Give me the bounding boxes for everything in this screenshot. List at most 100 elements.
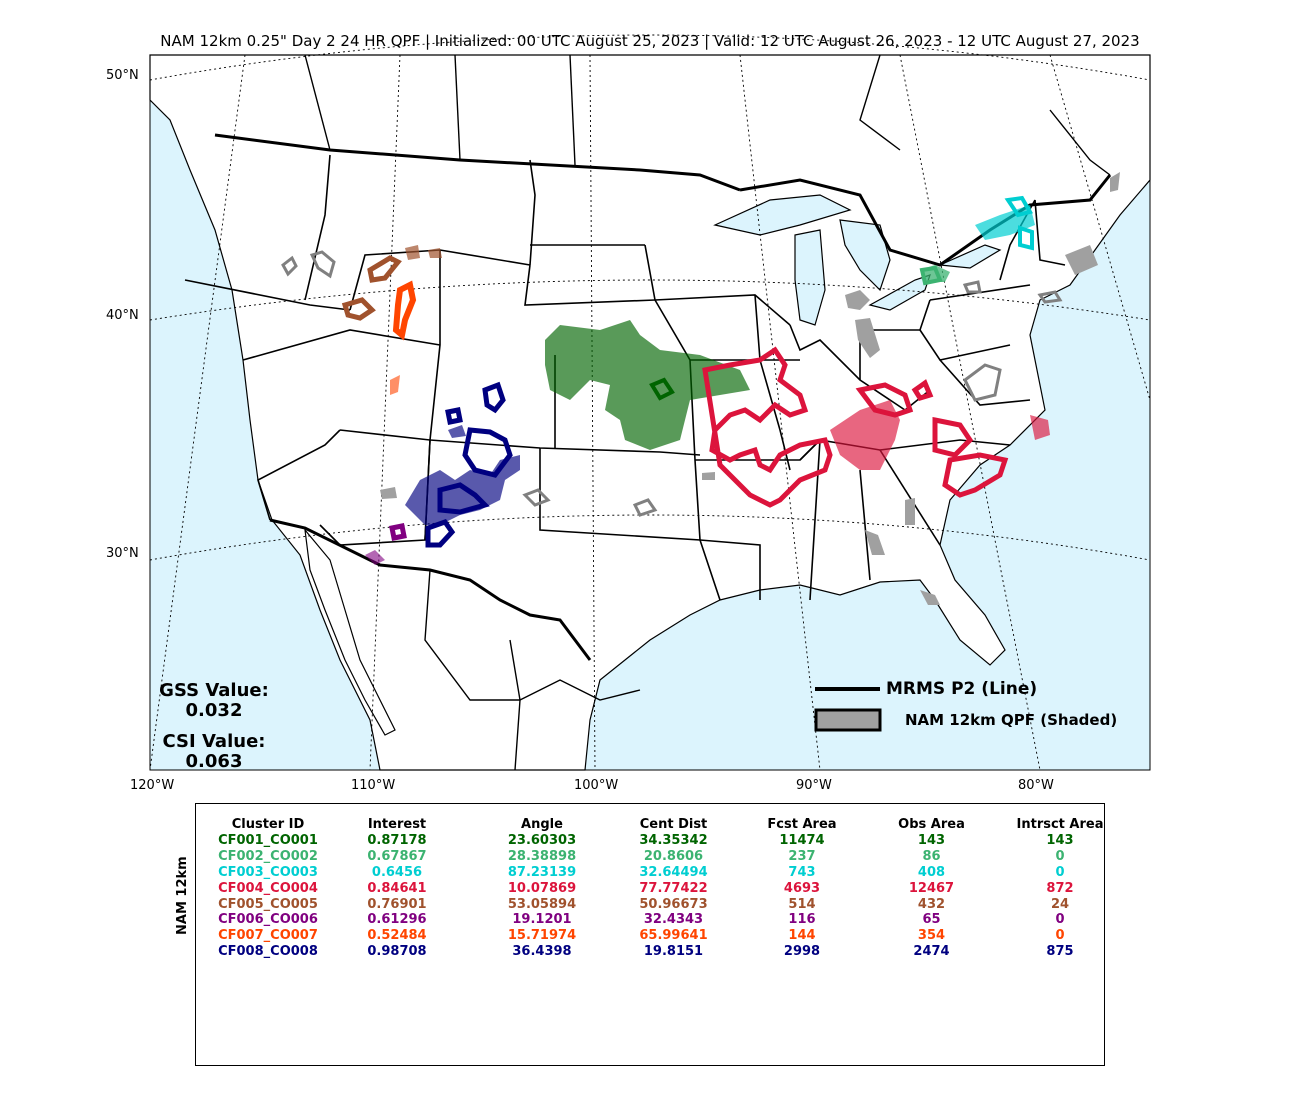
cell-fcst-area: 743: [788, 864, 816, 880]
legend-symbols: [814, 687, 882, 732]
csi-value: 0.063: [185, 751, 243, 772]
cell-interest: 0.87178: [367, 833, 427, 849]
fcst-cf005a: [405, 245, 420, 260]
fcst-cf004b: [1030, 415, 1050, 440]
observed-objects: [341, 195, 1034, 548]
cell-obs-area: 65: [922, 912, 941, 928]
table-row: CF003_CO003 0.6456 87.23139 32.64494 743 408 0: [210, 865, 1130, 881]
cell-angle: 36.4398: [512, 943, 572, 959]
forecast-objects: [365, 205, 1050, 565]
lon-label-100: 100°W: [574, 778, 619, 793]
cell-obs-area: 408: [917, 864, 946, 880]
table-row: CF001_CO001 0.87178 23.60303 34.35342 11474 1…: [210, 833, 1130, 849]
header-angle: Angle: [521, 816, 563, 832]
cell-cent-dist: 34.35342: [639, 833, 708, 849]
cell-interest: 0.67867: [367, 849, 427, 865]
fcst-cf004a: [830, 400, 900, 470]
cluster-stats-table: Cluster ID Interest Angle Cent Dist Fcst…: [210, 815, 1130, 959]
province-borders: [304, 54, 1111, 771]
cell-obs-area: 12467: [908, 880, 955, 896]
fcst-cf008b: [448, 425, 466, 438]
cell-obs-area: 354: [917, 928, 946, 944]
gss-label: GSS Value:: [159, 680, 269, 701]
cell-interest: 0.52484: [367, 928, 427, 944]
national-borders: [214, 133, 1112, 661]
cell-fcst-area: 11474: [779, 833, 825, 849]
great-lakes: [713, 194, 1002, 326]
cell-cent-dist: 77.77422: [639, 880, 708, 896]
cell-interest: 0.61296: [367, 912, 427, 928]
lon-label-110: 110°W: [351, 778, 396, 793]
gss-value: 0.032: [185, 700, 243, 721]
cell-cluster-id: CF001_CO001: [218, 833, 318, 849]
table-row: CF004_CO004 0.84641 10.07869 77.77422 4693 12…: [210, 880, 1130, 896]
cell-intrsct-area: 0: [1055, 912, 1065, 928]
cell-cent-dist: 32.4343: [643, 912, 704, 928]
cell-angle: 28.38898: [507, 849, 577, 865]
map-title: NAM 12km 0.25" Day 2 24 HR QPF | Initial…: [160, 32, 1140, 50]
header-interest: Interest: [367, 816, 427, 832]
cell-cluster-id: CF008_CO008: [218, 943, 318, 959]
table-row: CF008_CO008 0.98708 36.4398 19.8151 2998 2474…: [210, 944, 1130, 960]
cell-fcst-area: 514: [788, 896, 816, 912]
cell-obs-area: 143: [917, 833, 946, 849]
header-cent-dist: Cent Dist: [639, 816, 708, 832]
table-row: CF005_CO005 0.76901 53.05894 50.96673 514 432…: [210, 896, 1130, 912]
cell-intrsct-area: 872: [1046, 880, 1074, 896]
cell-cluster-id: CF003_CO003: [218, 864, 318, 880]
cell-fcst-area: 237: [788, 849, 816, 865]
lat-label-40: 40°N: [106, 308, 139, 323]
csi-label: CSI Value:: [162, 731, 266, 752]
cell-cluster-id: CF002_CO002: [218, 849, 318, 865]
cell-fcst-area: 144: [788, 928, 816, 944]
cell-intrsct-area: 24: [1050, 896, 1070, 912]
cell-obs-area: 2474: [913, 943, 950, 959]
cell-cent-dist: 19.8151: [643, 943, 704, 959]
header-intrsct-area: Intrsct Area: [1016, 816, 1104, 832]
cell-intrsct-area: 0: [1055, 864, 1065, 880]
table-row: CF006_CO006 0.61296 19.1201 32.4343 116 65 0: [210, 912, 1130, 928]
cell-cluster-id: CF005_CO005: [218, 896, 318, 912]
lon-label-120: 120°W: [130, 778, 175, 793]
cell-angle: 10.07869: [507, 880, 577, 896]
cell-interest: 0.84641: [367, 880, 427, 896]
cell-obs-area: 86: [922, 849, 941, 865]
cell-cluster-id: CF004_CO004: [218, 880, 318, 896]
cell-angle: 19.1201: [512, 912, 572, 928]
cell-angle: 23.60303: [507, 833, 577, 849]
fcst-cf001: [545, 320, 750, 450]
lon-label-90: 90°W: [796, 778, 832, 793]
cell-cent-dist: 32.64494: [639, 864, 708, 880]
cell-fcst-area: 2998: [783, 943, 821, 959]
cell-cluster-id: CF006_CO006: [218, 912, 318, 928]
lat-label-50: 50°N: [106, 68, 139, 83]
cell-cluster-id: CF007_CO007: [218, 928, 318, 944]
unmatched-objects: [281, 172, 1120, 605]
fcst-cf008: [405, 455, 520, 525]
table-row: CF002_CO002 0.67867 28.38898 20.8606 237 86 0: [210, 849, 1130, 865]
table-header-row: Cluster ID Interest Angle Cent Dist Fcst…: [210, 815, 1130, 833]
cell-intrsct-area: 143: [1046, 833, 1074, 849]
legend-fcst-label: NAM 12km QPF (Shaded): [905, 711, 1118, 729]
model-label: NAM 12km: [175, 856, 190, 935]
cell-angle: 15.71974: [507, 928, 577, 944]
lon-label-80: 80°W: [1018, 778, 1054, 793]
cell-fcst-area: 116: [788, 912, 816, 928]
forecast-map: [149, 34, 1151, 771]
stats-table-box: [195, 803, 1105, 1066]
header-fcst-area: Fcst Area: [767, 816, 837, 832]
cell-intrsct-area: 0: [1055, 849, 1065, 865]
cell-intrsct-area: 875: [1046, 943, 1074, 959]
baja-land: [304, 528, 396, 736]
fcst-cf005b: [428, 248, 442, 258]
cell-angle: 53.05894: [507, 896, 577, 912]
cell-interest: 0.76901: [367, 896, 427, 912]
cell-cent-dist: 20.8606: [643, 849, 704, 865]
cell-cent-dist: 65.99641: [639, 928, 708, 944]
cell-obs-area: 432: [917, 896, 946, 912]
header-obs-area: Obs Area: [898, 816, 965, 832]
cell-angle: 87.23139: [507, 864, 577, 880]
fcst-cf006: [365, 550, 385, 565]
lat-label-30: 30°N: [106, 546, 139, 561]
legend-obs-label: MRMS P2 (Line): [886, 679, 1038, 699]
